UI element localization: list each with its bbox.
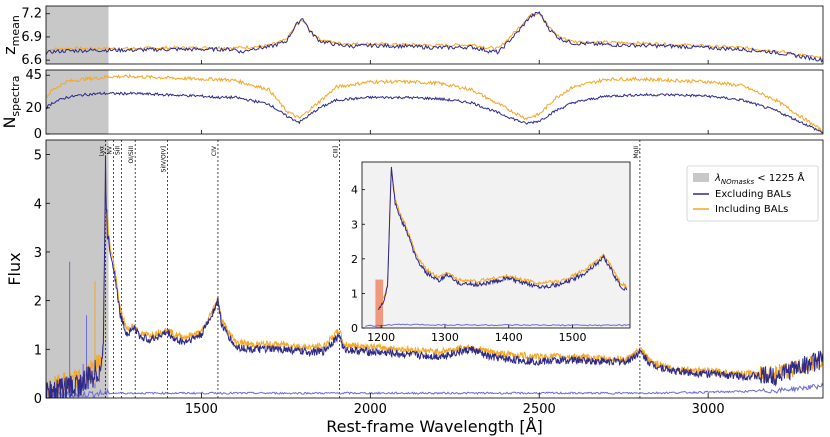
nspectra-ytick-label: 45 (25, 68, 42, 83)
legend-swatch-shade (693, 173, 709, 182)
flux-panel: Lyα NV SiII OI/SiII SiIV/OIV] CIV CIII] MgII012… (5, 139, 824, 436)
zmean-series-excluding (46, 11, 823, 63)
flux-ytick-label: 2 (34, 295, 42, 310)
inset-ytick-label: 3 (351, 218, 358, 231)
zmean-series-including (46, 11, 823, 61)
nspectra-series-excluding (46, 91, 823, 134)
legend-box (686, 165, 819, 222)
emission-line-label: MgII (633, 146, 640, 159)
inset-red-band (375, 279, 384, 328)
zmean-ytick-label: 6.9 (21, 30, 42, 45)
inset-series-excluding (377, 166, 628, 311)
legend-label-excluding: Excluding BALs (715, 189, 791, 200)
flux-frame (45, 139, 824, 399)
inset-xtick-label: 1500 (559, 331, 587, 344)
flux-xtick-label: 2500 (523, 402, 556, 417)
zmean-ytick-label: 6.6 (21, 53, 42, 68)
inset-series-noise (365, 323, 630, 327)
zmean-frame (45, 5, 824, 65)
emission-line-label: OI/SiII (128, 146, 135, 164)
legend-label-mask: λNOmasks < 1225 Å (714, 171, 804, 186)
nspectra-series-including (46, 73, 823, 132)
inset-xtick-label: 1400 (495, 331, 523, 344)
nspectra-ytick-label: 0 (34, 127, 42, 142)
flux-ylabel: Flux (5, 252, 24, 285)
flux-ytick-label: 1 (34, 343, 42, 358)
legend-label-including: Including BALs (715, 204, 788, 215)
emission-line-label: SiIV/OIV] (161, 146, 168, 172)
inset-ytick-label: 4 (351, 184, 358, 197)
emission-line-label: CIII] (333, 146, 340, 158)
zmean-ylabel: zmean (0, 15, 22, 55)
flux-ytick-label: 0 (34, 392, 42, 407)
nspectra-ytick-label: 20 (25, 101, 42, 116)
zmean-ytick-label: 7.2 (21, 7, 42, 22)
inset-ytick-label: 1 (351, 287, 358, 300)
flux-series-including (46, 171, 823, 398)
flux-series-noise (46, 382, 823, 398)
x-axis-label: Rest-frame Wavelength [Å] (326, 417, 543, 436)
zmean-shaded-region (46, 6, 109, 64)
inset-ytick-label: 0 (351, 322, 358, 335)
inset-ytick-label: 2 (351, 253, 358, 266)
flux-ytick-label: 4 (34, 197, 42, 212)
inset-background (362, 162, 630, 328)
inset-series-including (377, 168, 627, 309)
flux-series-excluding (46, 155, 823, 398)
inset-xtick-label: 1200 (367, 331, 395, 344)
flux-ytick-label: 3 (34, 246, 42, 261)
inset-xtick-label: 1300 (431, 331, 459, 344)
inset-frame (361, 161, 631, 329)
inset-panel: 0 1 2 3 4 1200 1300 1400 1500 (351, 161, 631, 344)
flux-xtick-label: 3000 (692, 402, 725, 417)
flux-xtick-label: 1500 (185, 402, 218, 417)
nspectra-frame (45, 69, 824, 135)
emission-line-label: Lyα (98, 146, 105, 156)
flux-xtick-label: 2000 (354, 402, 387, 417)
legend: λNOmasks < 1225 Å Excluding BALs Including… (686, 165, 819, 222)
emission-line-label: CIV (211, 145, 218, 156)
nspectra-ylabel: Nspectra (0, 75, 22, 128)
flux-ytick-label: 5 (34, 149, 42, 164)
flux-shaded-region (46, 140, 109, 398)
emission-line-label: SiII (114, 146, 121, 155)
emission-line-label: NV (107, 145, 114, 154)
